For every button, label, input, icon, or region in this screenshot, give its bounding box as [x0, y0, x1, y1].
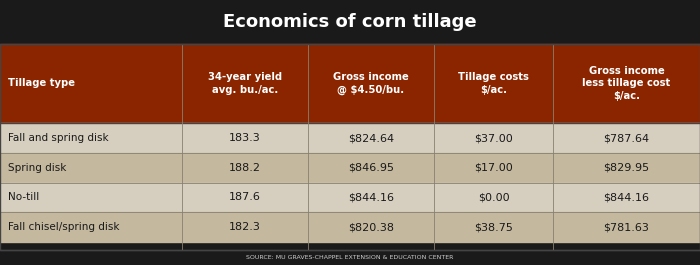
Text: $846.95: $846.95: [348, 163, 394, 173]
Text: $38.75: $38.75: [474, 222, 513, 232]
Text: Tillage type: Tillage type: [8, 78, 76, 89]
Bar: [0, 123, 182, 153]
Bar: [553, 212, 700, 242]
Text: $829.95: $829.95: [603, 163, 650, 173]
Bar: [434, 123, 553, 153]
Text: $37.00: $37.00: [474, 133, 513, 143]
Bar: [308, 153, 434, 183]
Text: $824.64: $824.64: [348, 133, 394, 143]
Text: $781.63: $781.63: [603, 222, 650, 232]
Text: 34-year yield
avg. bu./ac.: 34-year yield avg. bu./ac.: [208, 72, 282, 95]
Bar: [308, 123, 434, 153]
Bar: [0, 0, 700, 44]
Text: $0.00: $0.00: [477, 192, 510, 202]
Bar: [182, 153, 308, 183]
Text: $844.16: $844.16: [603, 192, 650, 202]
Text: Economics of corn tillage: Economics of corn tillage: [223, 13, 477, 31]
Text: Tillage costs
$/ac.: Tillage costs $/ac.: [458, 72, 529, 95]
Bar: [182, 123, 308, 153]
Text: Gross income
@ $4.50/bu.: Gross income @ $4.50/bu.: [333, 72, 409, 95]
Text: No-till: No-till: [8, 192, 40, 202]
Bar: [434, 183, 553, 212]
Bar: [0, 183, 182, 212]
Text: 183.3: 183.3: [229, 133, 261, 143]
Bar: [553, 183, 700, 212]
Bar: [0, 212, 182, 242]
Bar: [434, 212, 553, 242]
Text: $17.00: $17.00: [474, 163, 513, 173]
Text: Fall and spring disk: Fall and spring disk: [8, 133, 109, 143]
Bar: [434, 44, 553, 123]
Bar: [182, 212, 308, 242]
Text: 188.2: 188.2: [229, 163, 261, 173]
Text: Gross income
less tillage cost
$/ac.: Gross income less tillage cost $/ac.: [582, 66, 671, 101]
Bar: [182, 44, 308, 123]
Text: $820.38: $820.38: [348, 222, 394, 232]
Text: SOURCE: MU GRAVES-CHAPPEL EXTENSION & EDUCATION CENTER: SOURCE: MU GRAVES-CHAPPEL EXTENSION & ED…: [246, 255, 454, 260]
Bar: [0, 44, 700, 250]
Bar: [308, 212, 434, 242]
Bar: [182, 183, 308, 212]
Bar: [308, 44, 434, 123]
Text: Spring disk: Spring disk: [8, 163, 66, 173]
Bar: [553, 44, 700, 123]
Bar: [553, 153, 700, 183]
Bar: [0, 153, 182, 183]
Text: 187.6: 187.6: [229, 192, 261, 202]
Text: $787.64: $787.64: [603, 133, 650, 143]
Bar: [553, 123, 700, 153]
Bar: [0, 44, 182, 123]
Text: Fall chisel/spring disk: Fall chisel/spring disk: [8, 222, 120, 232]
Text: $844.16: $844.16: [348, 192, 394, 202]
Text: 182.3: 182.3: [229, 222, 261, 232]
Bar: [434, 153, 553, 183]
Bar: [308, 183, 434, 212]
